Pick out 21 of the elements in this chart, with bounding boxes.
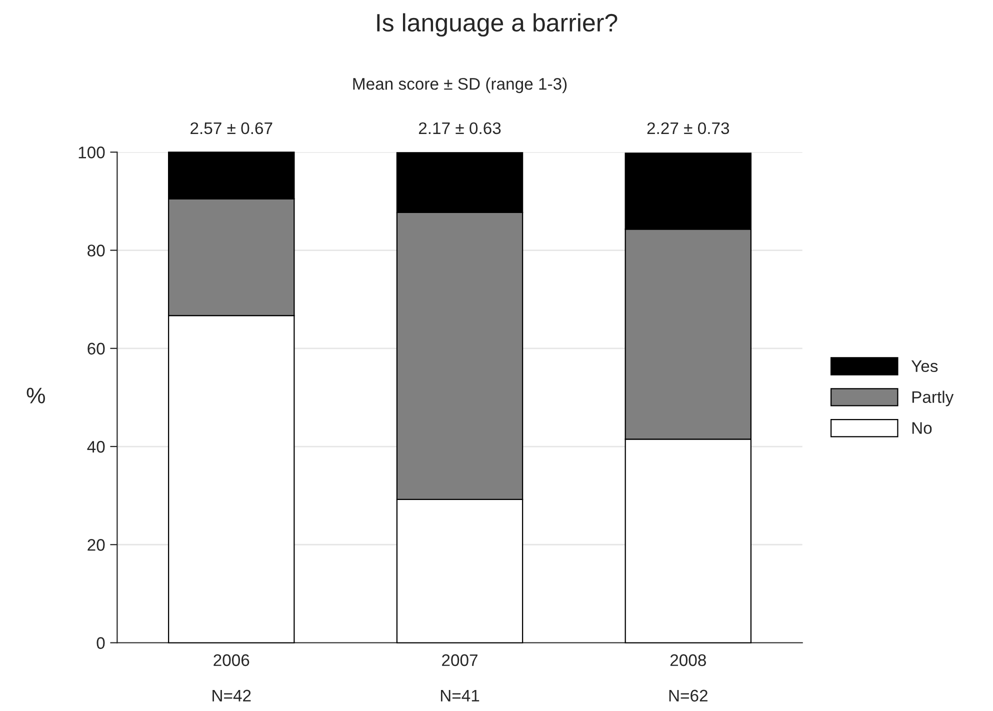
y-tick-label: 20 <box>88 539 105 551</box>
chart-title: Is language a barrier? <box>377 13 618 37</box>
y-tick-label: 80 <box>88 244 105 256</box>
y-tick-label: 60 <box>88 342 105 355</box>
x-tick-label: 2006 <box>214 654 250 666</box>
text: N=41 <box>440 690 480 702</box>
chart-subtitle: Mean score ± SD (range 1-3) <box>353 78 567 94</box>
x-tick-label: 2007 <box>442 654 478 666</box>
y-tick-label: 40 <box>87 440 105 453</box>
legend-label: Partly <box>912 390 954 406</box>
text: 2.57 ± 0.67 <box>190 122 272 134</box>
legend-label: No <box>912 422 932 434</box>
text: N=62 <box>669 690 708 702</box>
y-tick-label: 0 <box>96 637 105 649</box>
y-tick-label: 100 <box>78 146 105 158</box>
x-tick-label: 2008 <box>670 654 706 666</box>
legend-label: Yes <box>911 360 938 372</box>
y-axis-title: % <box>26 388 45 404</box>
text: 2.27 ± 0.73 <box>647 122 730 134</box>
text: N=42 <box>212 690 251 702</box>
text: 2.17 ± 0.63 <box>418 122 501 134</box>
